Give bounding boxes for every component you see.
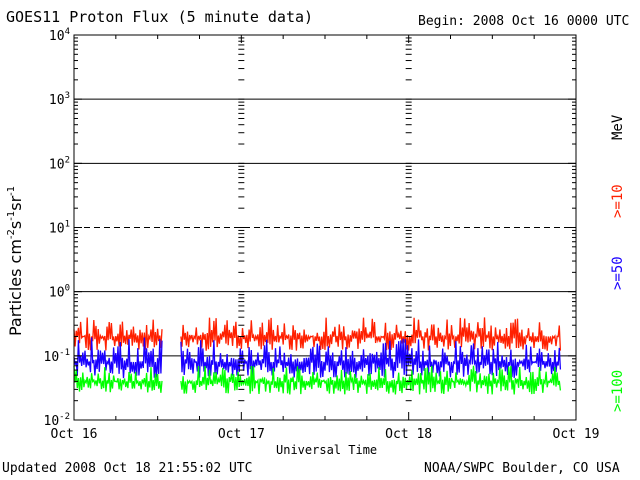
x-tick-label: Oct 19 bbox=[553, 427, 600, 442]
x-tick-labels: Oct 16 Oct 17 Oct 18 Oct 19 bbox=[51, 427, 600, 442]
axis-ticks bbox=[73, 35, 577, 421]
credit-label: NOAA/SWPC Boulder, CO USA bbox=[424, 461, 620, 476]
legend-entry-ge50: >=50 bbox=[610, 256, 626, 290]
series-line-1-segment-0 bbox=[73, 337, 163, 379]
legend-entry-ge10: >=10 bbox=[610, 184, 626, 218]
series-layer bbox=[73, 317, 562, 395]
grid-lines bbox=[74, 98, 576, 357]
y-tick-label: 103 bbox=[49, 91, 70, 108]
series-line-0-segment-0 bbox=[73, 317, 163, 351]
chart-title: GOES11 Proton Flux (5 minute data) bbox=[6, 8, 314, 26]
y-tick-label: 10-2 bbox=[44, 412, 71, 429]
legend-unit: MeV bbox=[610, 114, 626, 140]
y-tick-label: 10-1 bbox=[44, 348, 71, 365]
x-tick-label: Oct 18 bbox=[385, 427, 432, 442]
x-axis-label: Universal Time bbox=[276, 443, 378, 457]
begin-time-label: Begin: 2008 Oct 16 0000 UTC bbox=[418, 14, 630, 29]
y-tick-label: 101 bbox=[49, 220, 70, 237]
y-tick-label: 104 bbox=[49, 27, 70, 44]
updated-timestamp: Updated 2008 Oct 18 21:55:02 UTC bbox=[2, 461, 253, 476]
y-axis-label: Particles cm-2s-1sr-1 bbox=[6, 185, 25, 336]
y-tick-labels: 10-2 10-1 100 101 102 103 104 bbox=[44, 27, 71, 429]
y-tick-label: 102 bbox=[49, 155, 70, 172]
x-tick-label: Oct 17 bbox=[218, 427, 265, 442]
series-line-2-segment-0 bbox=[73, 365, 163, 393]
x-tick-label: Oct 16 bbox=[51, 427, 98, 442]
series-line-1-segment-1 bbox=[180, 338, 562, 379]
legend-entry-ge100: >=100 bbox=[610, 369, 626, 412]
y-tick-label: 100 bbox=[49, 284, 70, 301]
series-line-0-segment-1 bbox=[180, 317, 562, 351]
